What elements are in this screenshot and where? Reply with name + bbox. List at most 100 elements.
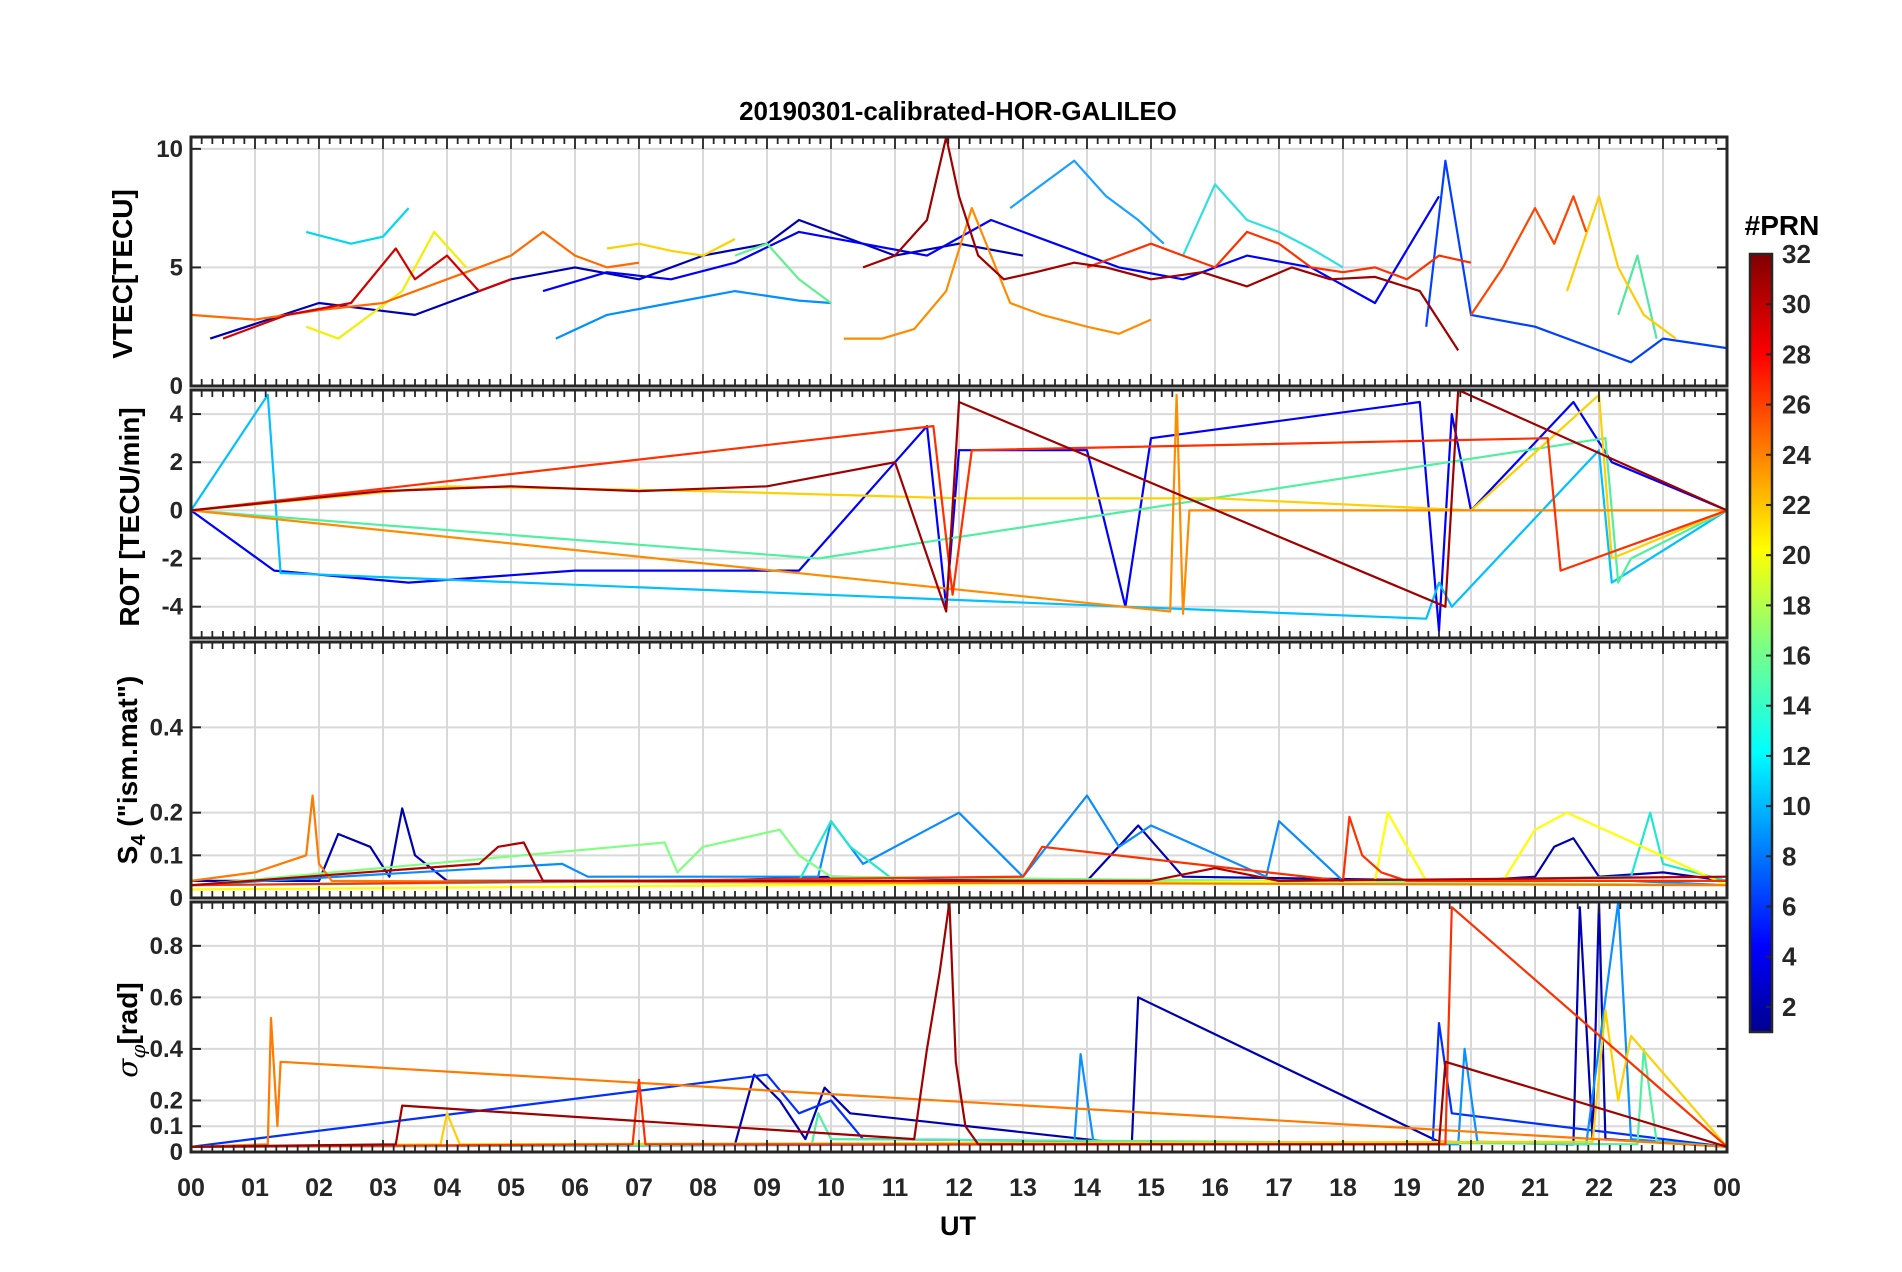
- x-tick-label: 13: [1009, 1174, 1037, 1202]
- colorbar-tick-label: 16: [1782, 641, 1811, 671]
- colorbar-tick-label: 6: [1782, 892, 1796, 922]
- x-tick-label: 20: [1457, 1174, 1485, 1202]
- s4-ytick-label: 0.2: [150, 800, 183, 827]
- sigma-phi-series-prn-21: [191, 1009, 1727, 1148]
- vtec-series-prn-21: [1565, 195, 1677, 340]
- colorbar-gradient: [1748, 252, 1774, 1034]
- x-tick-label: 15: [1137, 1174, 1165, 1202]
- sigma-phi-ytick-label: 0.8: [150, 933, 183, 960]
- vtec-series-prn-21: [606, 238, 736, 257]
- colorbar-tick-label: 12: [1782, 741, 1811, 771]
- figure-title: 20190301-calibrated-HOR-GALILEO: [739, 96, 1177, 126]
- colorbar-tick-label: 2: [1782, 992, 1796, 1022]
- x-tick-label: 09: [753, 1174, 781, 1202]
- x-tick-label: 03: [369, 1174, 397, 1202]
- colorbar-tick-label: 28: [1782, 339, 1811, 369]
- colorbar-tick-label: 26: [1782, 390, 1811, 420]
- vtec-series-prn-13: [1181, 183, 1344, 269]
- sigma-phi-series-prn-27: [191, 906, 1727, 1148]
- s4-frame: [189, 640, 1729, 900]
- x-tick-label: 11: [882, 1174, 909, 1202]
- vtec-series-prn-4: [542, 195, 1440, 305]
- panel-s4: 0 0.1 0.2 0.4: [150, 640, 1729, 912]
- rot-frame: [189, 388, 1729, 640]
- s4-ytick-label: 0: [170, 885, 183, 912]
- s4-series-prn-17: [191, 828, 1727, 887]
- colorbar-tick-label: 30: [1782, 289, 1811, 319]
- s4-series-prn-24: [191, 794, 1727, 887]
- rot-ytick-label: 4: [170, 401, 184, 428]
- x-tick-label: 18: [1329, 1174, 1357, 1202]
- colorbar-title: #PRN: [1745, 210, 1820, 241]
- sigma-phi-ytick-label: 0.6: [150, 984, 183, 1011]
- vtec-series-prn-6: [1425, 159, 1727, 364]
- s4-series-prn-27: [191, 815, 1727, 887]
- x-tick-label: 00: [1713, 1174, 1741, 1202]
- rot-ylabel: ROT [TECU/min]: [114, 407, 145, 626]
- vtec-ytick-label: 10: [156, 136, 183, 163]
- panel-vtec: 0 5 10: [156, 135, 1729, 400]
- x-tick-label: 06: [561, 1174, 589, 1202]
- rot-series-prn-23: [191, 393, 1727, 616]
- sigma-phi-ytick-label: 0.1: [150, 1113, 183, 1140]
- vtec-series-prn-27: [1086, 230, 1472, 281]
- vtec-ylabel: VTEC[TECU]: [107, 189, 138, 359]
- colorbar-tick-label: 4: [1782, 942, 1797, 972]
- vtec-series-prn-31: [862, 137, 1460, 351]
- x-tick-label: 19: [1393, 1174, 1421, 1202]
- x-tick-label: 17: [1265, 1174, 1293, 1202]
- x-tick-label: 07: [625, 1174, 653, 1202]
- rot-series-prn-27: [191, 425, 1727, 596]
- s4-ytick-label: 0.4: [150, 714, 184, 741]
- s4-series-prn-30: [191, 841, 1727, 887]
- sigma-phi-ytick-label: 0.4: [150, 1036, 184, 1063]
- rot-series-prn-4: [191, 400, 1727, 632]
- vtec-ytick-label: 5: [170, 254, 183, 281]
- sigma-phi-series-prn-31: [191, 902, 1727, 1148]
- x-tick-label: 02: [305, 1174, 333, 1202]
- rot-ytick-label: 0: [170, 497, 183, 524]
- vtec-series-group: [191, 137, 1727, 364]
- vtec-series-prn-16: [1617, 254, 1658, 339]
- colorbar-tick-label: 24: [1782, 440, 1811, 470]
- vtec-ytick-label: 0: [170, 373, 183, 400]
- colorbar-tick-label: 32: [1782, 239, 1811, 269]
- sigma-phi-ytick-label: 0: [170, 1139, 183, 1166]
- x-tick-label: 00: [177, 1174, 205, 1202]
- x-tick-label: 05: [497, 1174, 525, 1202]
- panel-sigma-phi: 00.10.2 0.4 0.6 0.8: [150, 900, 1729, 1166]
- vtec-frame: [189, 135, 1729, 388]
- colorbar-tick-label: 20: [1782, 540, 1811, 570]
- x-tick-label: 10: [817, 1174, 845, 1202]
- sigma-phi-series-prn-10: [191, 902, 1727, 1148]
- rot-ytick-label: -2: [162, 546, 183, 573]
- colorbar-tick-label: 18: [1782, 590, 1811, 620]
- x-tick-label: 21: [1521, 1174, 1549, 1202]
- x-tick-label: 23: [1649, 1174, 1677, 1202]
- vtec-series-prn-10: [555, 290, 832, 340]
- vtec-series-prn-10: [1009, 159, 1165, 245]
- s4-series-group: [191, 794, 1727, 891]
- s4-ytick-label: 0.1: [150, 842, 183, 869]
- vtec-series-prn-26: [1470, 195, 1588, 316]
- s4-ylabel: S4 ("ism.mat"): [112, 676, 150, 865]
- sigma-phi-frame: [189, 900, 1729, 1154]
- x-tick-label: 12: [945, 1174, 973, 1202]
- rot-series-prn-31: [191, 390, 1727, 613]
- colorbar-tick-label: 8: [1782, 841, 1796, 871]
- vtec-series-prn-24: [843, 207, 1152, 340]
- x-tick-label: 04: [433, 1174, 461, 1202]
- sigma-phi-series-prn-2: [191, 902, 1727, 1148]
- sigma-phi-ytick-label: 0.2: [150, 1087, 183, 1114]
- x-tick-label: 08: [689, 1174, 717, 1202]
- x-axis-tick-labels: 00 01 02 03 04 05 06 07 08 09 10 11 12 13 14 15 16 17 18 19…: [177, 1174, 1741, 1202]
- x-tick-label: 16: [1201, 1174, 1229, 1202]
- rot-ytick-label: 2: [170, 449, 183, 476]
- panel-rot: -4 -2 0 2 4: [162, 388, 1729, 640]
- sigma-phi-ylabel: σφ[rad]: [111, 982, 150, 1077]
- vtec-series-prn-16: [734, 242, 832, 304]
- rot-series-prn-12: [191, 393, 1727, 620]
